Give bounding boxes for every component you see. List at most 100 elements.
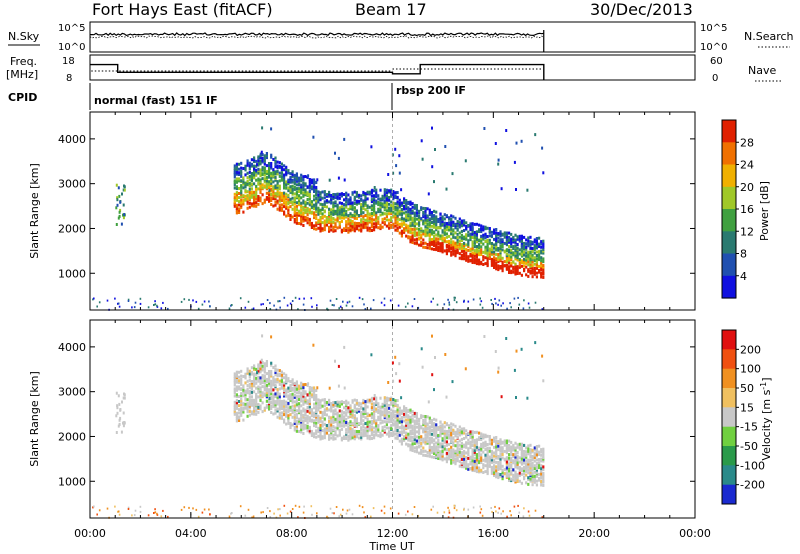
power-echo-cell bbox=[261, 193, 264, 197]
velocity-echo-cell bbox=[349, 415, 352, 419]
power-echo-cell bbox=[253, 160, 256, 164]
power-echo-cell bbox=[441, 221, 444, 225]
power-echo-cell bbox=[505, 258, 508, 262]
power-echo-cell bbox=[493, 243, 496, 247]
power-echo-cell bbox=[315, 217, 318, 220]
velocity-echo-cell bbox=[300, 420, 303, 424]
velocity-echo-cell bbox=[531, 483, 534, 487]
velocity-echo-cell bbox=[265, 399, 268, 403]
velocity-echo-cell bbox=[306, 415, 309, 418]
power-echo-cell bbox=[233, 179, 236, 183]
power-echo-cell bbox=[383, 212, 386, 216]
velocity-echo-cell bbox=[463, 431, 466, 435]
power-echo-cell bbox=[535, 275, 538, 279]
power-echo-cell bbox=[233, 167, 236, 171]
velocity-echo-cell bbox=[244, 376, 247, 380]
velocity-echo-cell bbox=[469, 460, 472, 464]
velocity-echo-cell bbox=[413, 419, 416, 423]
velocity-echo-cell bbox=[405, 409, 408, 413]
velocity-echo-cell bbox=[246, 371, 249, 375]
velocity-echo-cell bbox=[396, 434, 399, 438]
power-echo-cell bbox=[531, 271, 534, 275]
power-echo-cell bbox=[433, 214, 436, 218]
velocity-echo-cell bbox=[428, 419, 431, 423]
velocity-echo-cell bbox=[452, 432, 455, 435]
power-echo-cell bbox=[295, 218, 298, 222]
velocity-echo-cell bbox=[469, 436, 472, 440]
power-echo-cell bbox=[435, 237, 438, 241]
power-echo-cell bbox=[484, 262, 487, 266]
power-echo-cell bbox=[336, 210, 339, 214]
velocity-echo-cell bbox=[381, 413, 384, 417]
power-echo-cell bbox=[276, 193, 279, 197]
power-echo-cell bbox=[261, 172, 264, 176]
power-echo-cell bbox=[328, 227, 331, 231]
power-echo-cell bbox=[450, 250, 453, 254]
velocity-echo-cell bbox=[403, 407, 406, 411]
power-echo-cell bbox=[420, 208, 423, 211]
velocity-echo-cell bbox=[379, 411, 382, 415]
power-echo-cell bbox=[400, 201, 403, 205]
velocity-ground-cell bbox=[331, 512, 334, 514]
velocity-echo-cell bbox=[255, 394, 258, 398]
power-ground-cell bbox=[139, 297, 142, 300]
velocity-echo-cell bbox=[454, 449, 457, 453]
power-ylabel: Slant Range [km] bbox=[28, 163, 41, 259]
velocity-echo-cell bbox=[463, 427, 466, 431]
power-echo-cell bbox=[383, 200, 386, 204]
power-echo-cell bbox=[467, 241, 470, 245]
velocity-echo-cell bbox=[332, 428, 335, 432]
power-echo-cell bbox=[510, 269, 513, 273]
velocity-echo-cell bbox=[274, 400, 277, 404]
velocity-echo-cell bbox=[253, 390, 256, 394]
velocity-echo-cell bbox=[115, 391, 118, 395]
velocity-ground-cell bbox=[363, 511, 365, 514]
velocity-echo-cell bbox=[413, 413, 416, 417]
power-echo-cell bbox=[255, 178, 258, 182]
velocity-ground-cell bbox=[417, 514, 420, 517]
velocity-echo-cell bbox=[259, 370, 262, 374]
velocity-echo-cell bbox=[490, 442, 493, 446]
power-echo-cell bbox=[394, 218, 397, 222]
power-echo-cell bbox=[259, 199, 262, 203]
velocity-echo-cell bbox=[370, 437, 373, 440]
power-echo-cell bbox=[392, 222, 395, 226]
velocity-echo-cell bbox=[396, 422, 399, 426]
velocity-echo-cell bbox=[323, 417, 326, 421]
power-echo-cell bbox=[313, 216, 316, 220]
power-echo-cell bbox=[235, 211, 238, 215]
velocity-echo-cell bbox=[488, 455, 491, 459]
x-tick-label: 00:00 bbox=[74, 527, 106, 540]
velocity-echo-cell bbox=[280, 376, 283, 379]
power-echo-cell bbox=[347, 222, 350, 226]
power-ground-cell bbox=[500, 304, 502, 307]
velocity-echo-cell bbox=[304, 396, 307, 400]
power-echo-cell bbox=[238, 207, 241, 211]
velocity-echo-cell bbox=[473, 443, 476, 447]
velocity-echo-cell bbox=[452, 457, 455, 460]
velocity-echo-cell bbox=[235, 415, 238, 419]
power-echo-cell bbox=[313, 211, 316, 215]
power-echo-cell bbox=[445, 232, 448, 236]
power-echo-cell bbox=[512, 235, 515, 239]
power-echo-cell bbox=[353, 226, 356, 230]
velocity-echo-cell bbox=[430, 432, 433, 436]
velocity-echo-cell bbox=[364, 416, 367, 420]
power-echo-cell bbox=[531, 253, 534, 257]
power-echo-cell bbox=[473, 222, 476, 226]
velocity-echo-cell bbox=[430, 422, 433, 426]
power-echo-cell bbox=[407, 206, 410, 210]
power-echo-cell bbox=[422, 206, 425, 210]
power-echo-cell bbox=[512, 240, 515, 244]
velocity-echo-cell bbox=[454, 459, 457, 463]
velocity-echo-cell bbox=[514, 462, 517, 466]
velocity-echo-cell bbox=[542, 453, 545, 457]
power-echo-cell bbox=[478, 253, 481, 257]
power-echo-cell bbox=[276, 185, 279, 189]
power-echo-cell bbox=[518, 263, 521, 267]
power-echo-cell bbox=[514, 251, 517, 255]
power-echo-cell bbox=[413, 224, 416, 228]
power-echo-cell bbox=[514, 233, 517, 237]
power-echo-cell bbox=[268, 165, 271, 169]
velocity-echo-cell bbox=[497, 463, 500, 467]
